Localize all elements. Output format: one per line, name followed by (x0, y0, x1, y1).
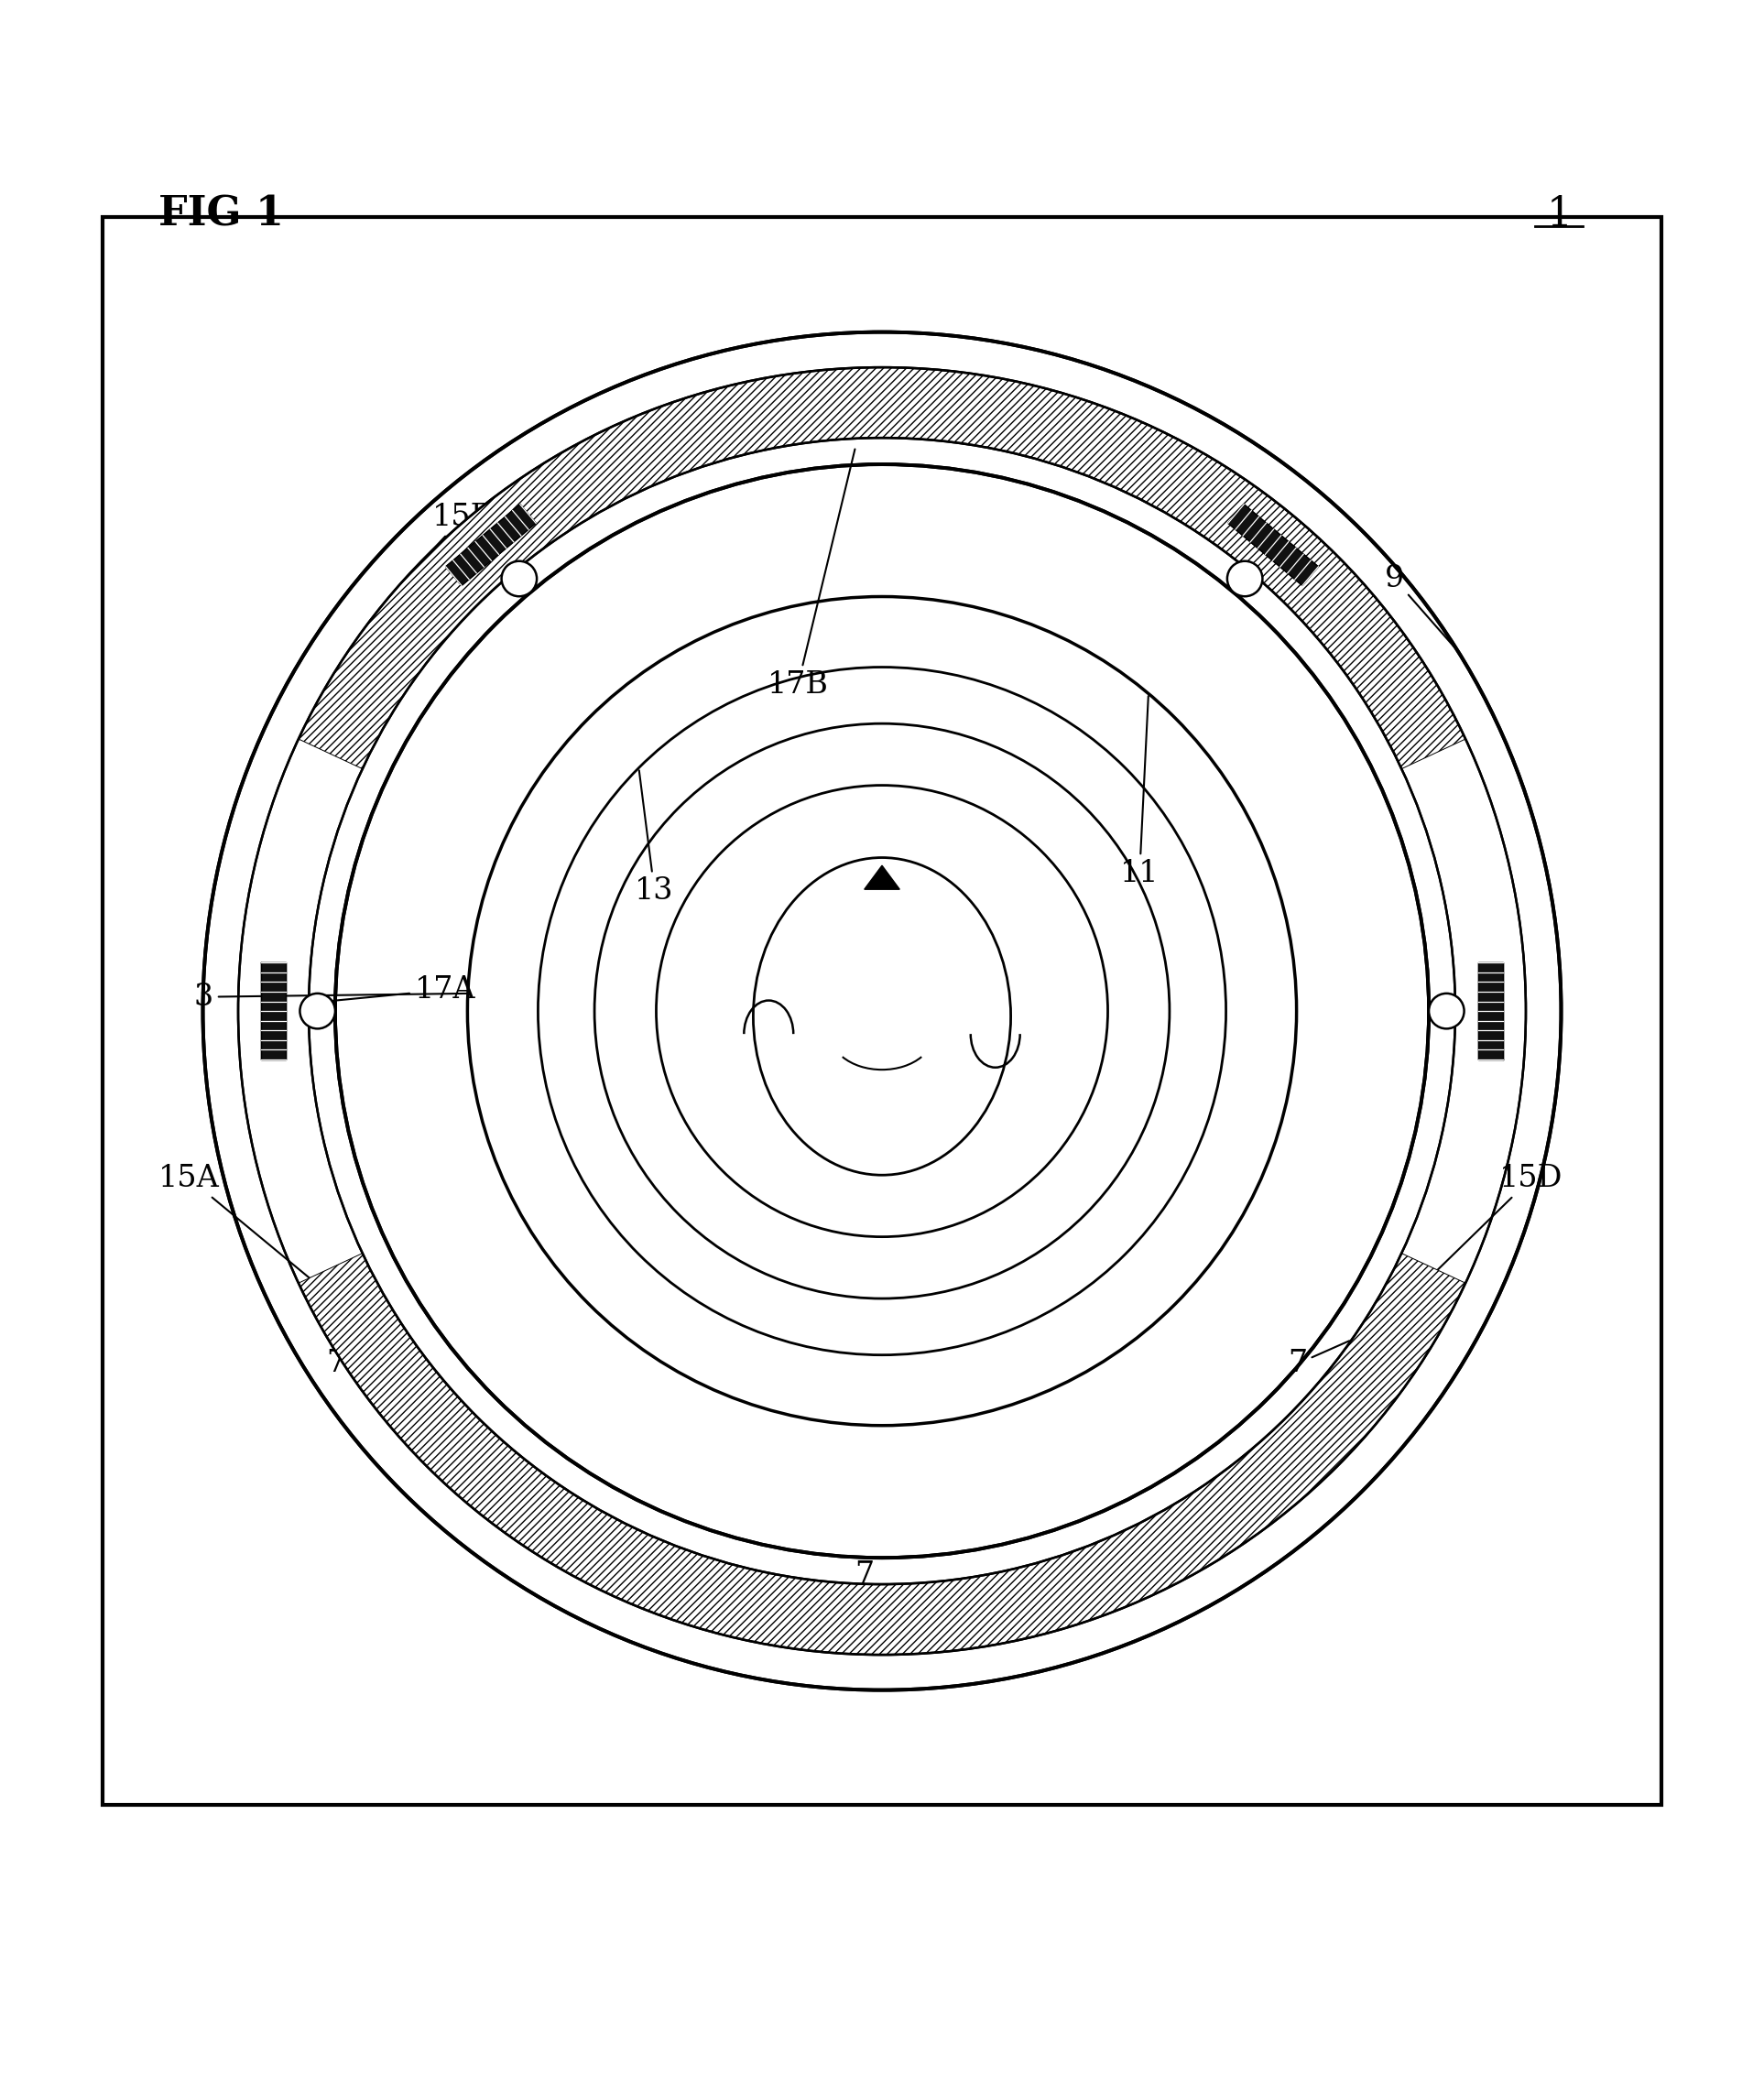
Wedge shape (298, 367, 1466, 770)
Circle shape (1228, 560, 1263, 596)
Polygon shape (446, 504, 536, 585)
Text: 15A: 15A (159, 1164, 475, 1415)
Text: 3: 3 (194, 981, 469, 1013)
Text: 15B: 15B (390, 502, 494, 596)
Text: FIG 1: FIG 1 (159, 195, 284, 234)
Text: 11: 11 (1120, 695, 1159, 888)
Text: 13: 13 (635, 770, 674, 907)
Text: 7: 7 (326, 1340, 409, 1378)
Circle shape (501, 560, 536, 596)
Polygon shape (864, 865, 900, 890)
Polygon shape (261, 963, 286, 1060)
Bar (102, 218, 1662, 1805)
Text: 1: 1 (1547, 195, 1573, 234)
Circle shape (1429, 994, 1464, 1029)
Text: 15C: 15C (1173, 494, 1293, 523)
Text: 17B: 17B (767, 448, 856, 699)
Text: 7: 7 (856, 1560, 880, 1616)
Text: 9: 9 (1385, 564, 1457, 649)
Text: 15D: 15D (1289, 1164, 1563, 1415)
Text: 17A: 17A (319, 975, 476, 1004)
Circle shape (300, 994, 335, 1029)
Text: 7: 7 (1288, 1340, 1349, 1378)
Wedge shape (298, 1253, 1466, 1654)
Polygon shape (1478, 963, 1503, 1060)
Polygon shape (1228, 504, 1318, 585)
